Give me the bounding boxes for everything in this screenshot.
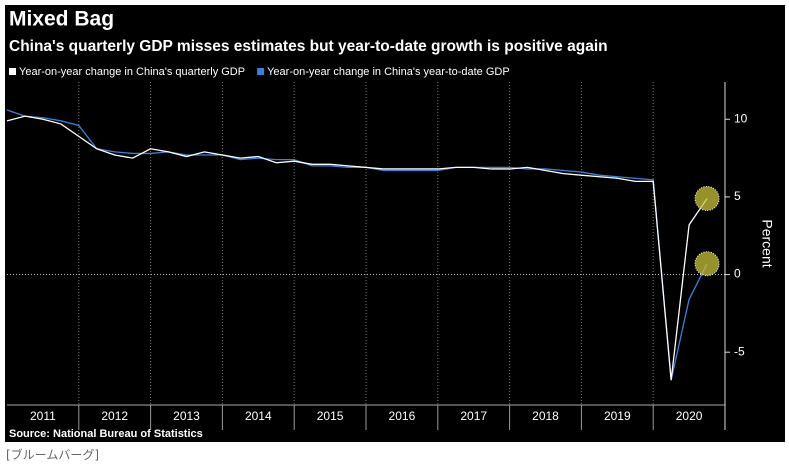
chart-title: Mixed Bag (9, 8, 114, 31)
x-tick-label: 2015 (317, 409, 344, 423)
source: Source: National Bureau of Statistics (9, 428, 203, 440)
series-line (6, 109, 708, 381)
chart-background (5, 5, 785, 442)
legend-swatch (9, 68, 16, 75)
y-tick-label: -5 (734, 344, 745, 358)
y-axis-label: Percent (759, 219, 775, 267)
x-tick-label: 2017 (460, 409, 487, 423)
y-tick-label: 5 (734, 189, 741, 203)
caption: [ブルームバーグ] (6, 448, 100, 462)
x-tick-label: 2016 (389, 409, 416, 423)
chart: Mixed Bag China's quarterly GDP misses e… (5, 5, 785, 442)
x-tick-label: 2014 (245, 409, 272, 423)
legend-swatch (257, 68, 265, 75)
x-tick-label: 2012 (101, 409, 128, 423)
chart-subtitle: China's quarterly GDP misses estimates b… (9, 38, 608, 55)
x-tick-label: 2011 (30, 409, 56, 423)
y-tick-label: 10 (734, 111, 748, 125)
x-tick-label: 2019 (604, 409, 631, 423)
x-tick-label: 2013 (173, 409, 200, 423)
x-tick-label: 2020 (676, 409, 703, 423)
highlight (694, 251, 720, 277)
legend-label: Year-on-year change in China's year-to-d… (267, 66, 510, 78)
legend-label: Year-on-year change in China's quarterly… (19, 66, 245, 78)
highlight (694, 185, 720, 211)
series-line (6, 115, 708, 381)
x-tick-label: 2018 (532, 409, 559, 423)
y-tick-label: 0 (734, 267, 741, 281)
